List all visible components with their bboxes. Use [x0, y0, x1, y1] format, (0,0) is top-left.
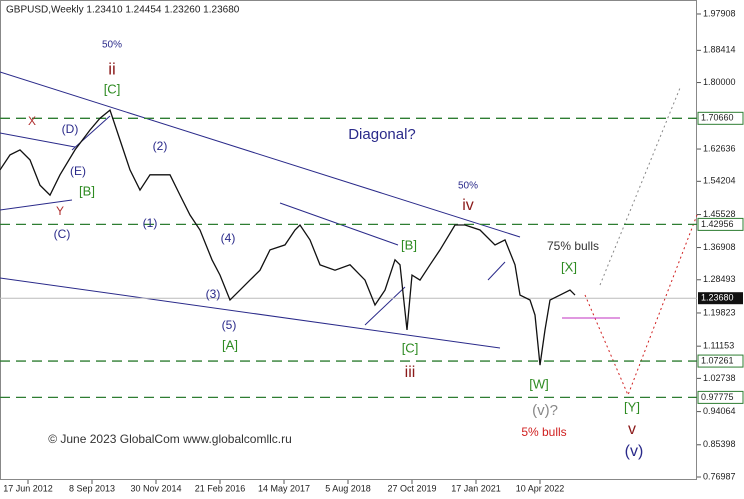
wave-label: (5): [222, 318, 237, 332]
wave-label: [Y]: [624, 399, 640, 414]
wave-label: 5% bulls: [521, 425, 566, 439]
trend-line: [0, 71, 521, 238]
wave-label: v: [628, 421, 636, 438]
wave-label: 50%: [458, 181, 478, 192]
trend-line: [71, 115, 111, 151]
wave-label: (3): [206, 287, 221, 301]
wave-label: Y: [56, 204, 64, 218]
wave-label: (D): [62, 122, 79, 136]
wave-label: ii: [108, 59, 116, 78]
wave-label: [W]: [529, 376, 549, 391]
wave-label: (4): [221, 231, 236, 245]
x-tick-label: 30 Nov 2014: [130, 483, 181, 493]
wave-label: (E): [70, 164, 86, 178]
price-line: [0, 109, 576, 366]
y-tick-label: 1.36908: [703, 242, 736, 252]
trend-line: [364, 286, 406, 326]
level-label: 1.07261: [701, 355, 734, 365]
wave-label: © June 2023 GlobalCom www.globalcomllc.r…: [48, 432, 292, 446]
level-label: 1.70660: [701, 113, 734, 123]
level-box: [697, 354, 744, 368]
wave-label: (v)?: [532, 402, 558, 419]
y-tick-label: 0.94064: [703, 406, 736, 416]
level-box: [697, 111, 744, 125]
y-tick-label: 1.45528: [703, 209, 736, 219]
wave-label: [A]: [222, 337, 238, 352]
y-tick-label: 1.02738: [703, 373, 736, 383]
y-tick-label: 1.62636: [703, 143, 736, 153]
wave-label: [C]: [402, 340, 419, 355]
level-label: 0.97775: [701, 392, 734, 402]
y-tick-label: 1.97908: [703, 8, 736, 18]
y-tick-label: 1.54204: [703, 176, 736, 186]
y-tick-label: 0.76987: [703, 471, 736, 481]
wave-label: (2): [153, 139, 168, 153]
y-tick-label: 1.11153: [703, 341, 734, 351]
y-tick-label: 1.80000: [703, 77, 736, 87]
trend-lines: [0, 71, 698, 397]
chart-header: GBPUSD,Weekly 1.23410 1.24454 1.23260 1.…: [6, 5, 240, 16]
trend-line: [0, 199, 73, 211]
wave-label: [B]: [401, 237, 417, 252]
y-tick-label: 1.88414: [703, 45, 736, 55]
trend-line: [487, 261, 506, 281]
projection: [584, 214, 698, 397]
wave-label: [X]: [561, 259, 577, 274]
y-tick-label: 0.85398: [703, 439, 736, 449]
y-tick-label: 1.28493: [703, 274, 736, 284]
x-tick-label: 14 May 2017: [258, 483, 310, 493]
wave-label: X: [28, 114, 36, 128]
wave-label: Diagonal?: [348, 126, 416, 143]
trend-line: [0, 132, 76, 148]
x-tick-label: 10 Apr 2022: [516, 483, 565, 493]
level-box: [697, 217, 744, 231]
y-tick-label: 1.19823: [703, 307, 736, 317]
plot-frame: [0, 0, 697, 480]
wave-label: [C]: [104, 81, 121, 96]
wave-label: iv: [462, 197, 474, 214]
projection: [599, 87, 681, 286]
x-tick-label: 27 Oct 2019: [387, 483, 436, 493]
x-tick-label: 21 Feb 2016: [195, 483, 246, 493]
current-price-box: [698, 292, 743, 305]
wave-label: [B]: [79, 183, 95, 198]
wave-label: 50%: [102, 40, 122, 51]
trend-line: [0, 277, 501, 349]
wave-label: 75% bulls: [547, 239, 599, 253]
x-tick-label: 8 Sep 2013: [69, 483, 115, 493]
wave-label: (v): [625, 443, 644, 460]
wave-label: iii: [405, 364, 416, 381]
wave-label: (1): [143, 216, 158, 230]
current-price-label: 1.23680: [701, 293, 734, 303]
x-tick-label: 17 Jan 2021: [451, 483, 501, 493]
wave-label: (C): [54, 227, 71, 241]
level-label: 1.42956: [701, 219, 734, 229]
x-tick-label: 17 Jun 2012: [3, 483, 53, 493]
level-box: [697, 390, 744, 404]
x-tick-label: 5 Aug 2018: [325, 483, 371, 493]
